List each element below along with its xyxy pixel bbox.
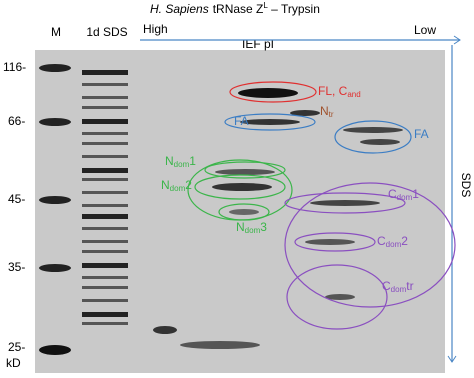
arrow-head [447,355,457,363]
mw-label: 45- [8,192,25,206]
ladder-band [82,155,128,158]
annotation: Ndom1 [165,154,196,169]
band [39,118,71,126]
band [39,345,71,355]
ladder-band [82,204,128,207]
circle [284,192,406,214]
band [290,110,320,116]
ladder-band [82,240,128,243]
annotation: FL, Cand [318,84,361,99]
axis-label: SDS [459,173,473,198]
annotation: Cdom1 [388,187,419,202]
circle [286,264,388,330]
ladder-band [82,132,128,135]
mw-label: 35- [8,260,25,274]
arrow-head [453,35,461,45]
annotation: Cdom2 [377,234,408,249]
circle [334,120,412,154]
circle [204,161,286,179]
ladder-band [82,263,128,268]
band [39,64,71,72]
band [215,169,275,175]
gel-bands [39,64,403,355]
band [153,326,177,334]
ladder-band [82,299,128,302]
ladder-band [82,168,128,173]
ladder-band [82,276,128,279]
annotation: Ndom3 [236,220,267,235]
mw-label: 66- [8,114,25,128]
annotation: Ndom2 [161,178,192,193]
mw-label: 25- [8,340,25,354]
mw-unit: kD [6,356,21,370]
circle [284,182,456,308]
band [240,119,300,125]
band [360,139,400,145]
ladder-band [82,142,128,145]
annotations [187,81,456,330]
lane-label: 1d SDS [86,25,127,39]
circle [229,81,317,103]
band [325,294,355,300]
band [310,200,380,206]
annotation: Cdomtr [382,279,414,294]
band [305,239,355,245]
lane-label: Low [414,23,436,37]
ladder-band [82,83,128,86]
mw-label: 116- [3,60,26,74]
band [39,196,71,204]
band [212,183,272,191]
band [229,209,259,215]
ladder-band [82,250,128,253]
ladder-band [82,106,128,109]
ladder-band [82,191,128,194]
circle [194,174,286,200]
band [180,341,260,349]
ladder-band [82,119,128,124]
lane-label: High [143,22,168,36]
band [238,88,298,98]
ladder-band [82,312,128,317]
lane-label: M [51,25,61,39]
band [343,127,403,133]
circle [294,232,376,252]
annotation: FA [234,114,249,128]
ladder-band [82,322,128,325]
band [39,264,71,272]
circle [187,159,293,221]
annotation: FA [414,127,429,141]
circle [224,113,316,131]
ladder-band [82,214,128,219]
annotation: Ntr [320,104,334,119]
ladder-band [82,286,128,289]
title: H. Sapiens tRNase ZL – Trypsin [150,1,320,16]
ladder-band [82,96,128,99]
axis-label: IEF pI [242,37,274,51]
ladder-band [82,227,128,230]
ladder-band [82,70,128,75]
ladder-band [82,178,128,181]
